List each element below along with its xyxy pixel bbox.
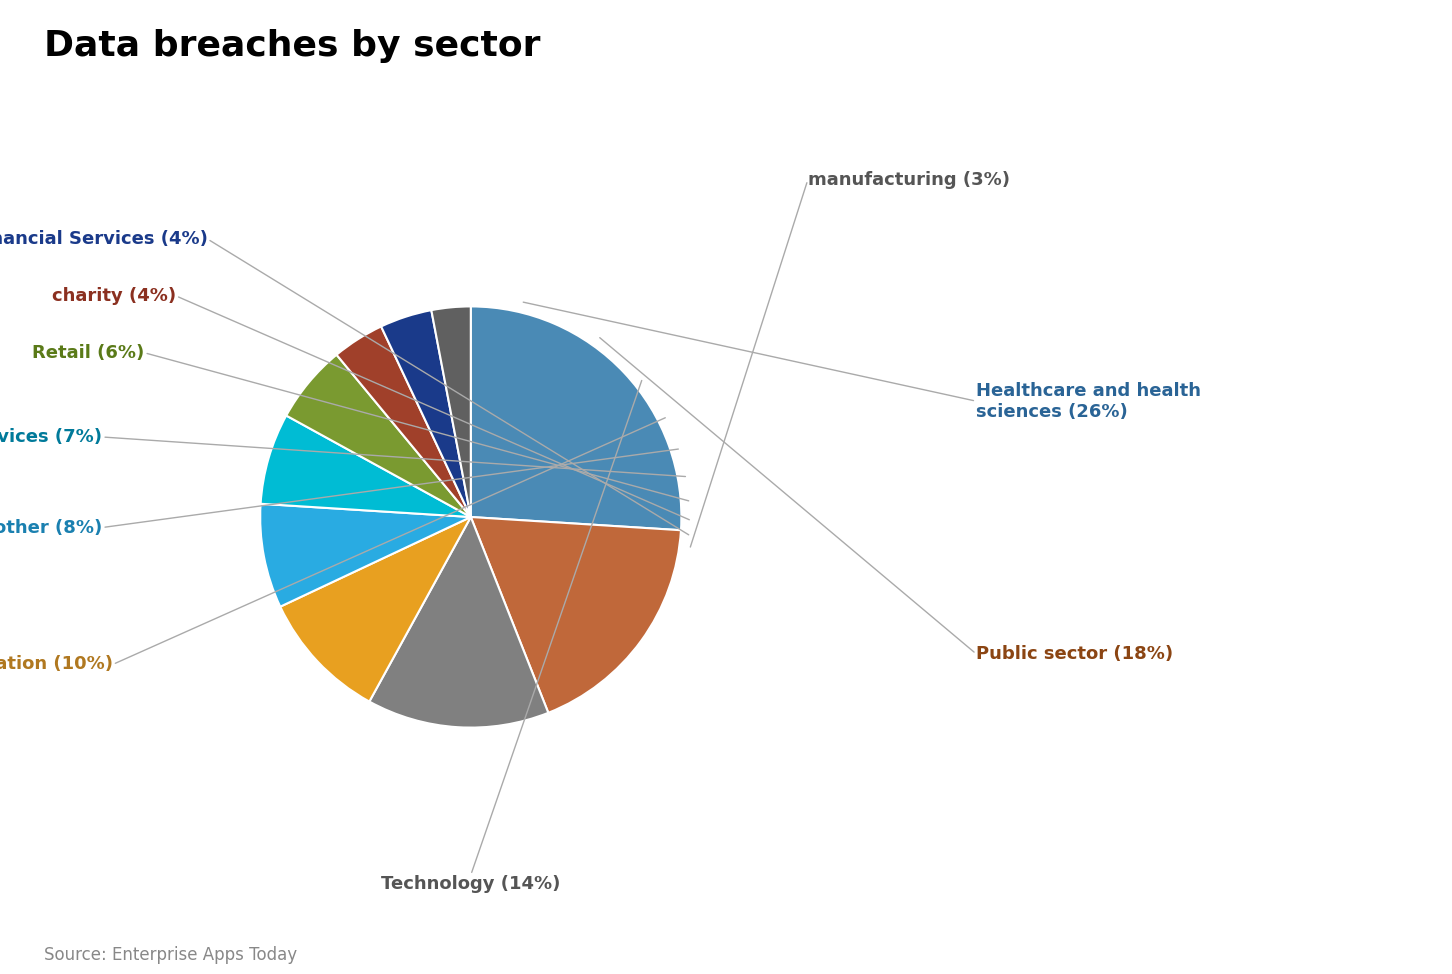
Text: manufacturing (3%): manufacturing (3%) [807,171,1009,189]
Text: Public sector (18%): Public sector (18%) [976,645,1173,663]
Wedge shape [260,416,470,517]
Text: Retail (6%): Retail (6%) [32,344,144,361]
Wedge shape [470,307,681,530]
Wedge shape [286,355,470,517]
Text: charity (4%): charity (4%) [52,287,176,305]
Text: Professional Services (7%): Professional Services (7%) [0,428,102,446]
Text: Education (10%): Education (10%) [0,656,113,673]
Wedge shape [470,517,681,713]
Text: other (8%): other (8%) [0,518,102,537]
Text: Financial Services (4%): Financial Services (4%) [0,230,208,248]
Text: Technology (14%): Technology (14%) [380,875,560,893]
Wedge shape [337,326,470,517]
Wedge shape [280,517,470,701]
Wedge shape [380,310,470,517]
Wedge shape [431,307,470,517]
Wedge shape [260,504,470,607]
Text: Data breaches by sector: Data breaches by sector [44,29,540,63]
Text: Source: Enterprise Apps Today: Source: Enterprise Apps Today [44,947,296,964]
Text: Healthcare and health
sciences (26%): Healthcare and health sciences (26%) [976,382,1201,421]
Wedge shape [369,517,549,728]
